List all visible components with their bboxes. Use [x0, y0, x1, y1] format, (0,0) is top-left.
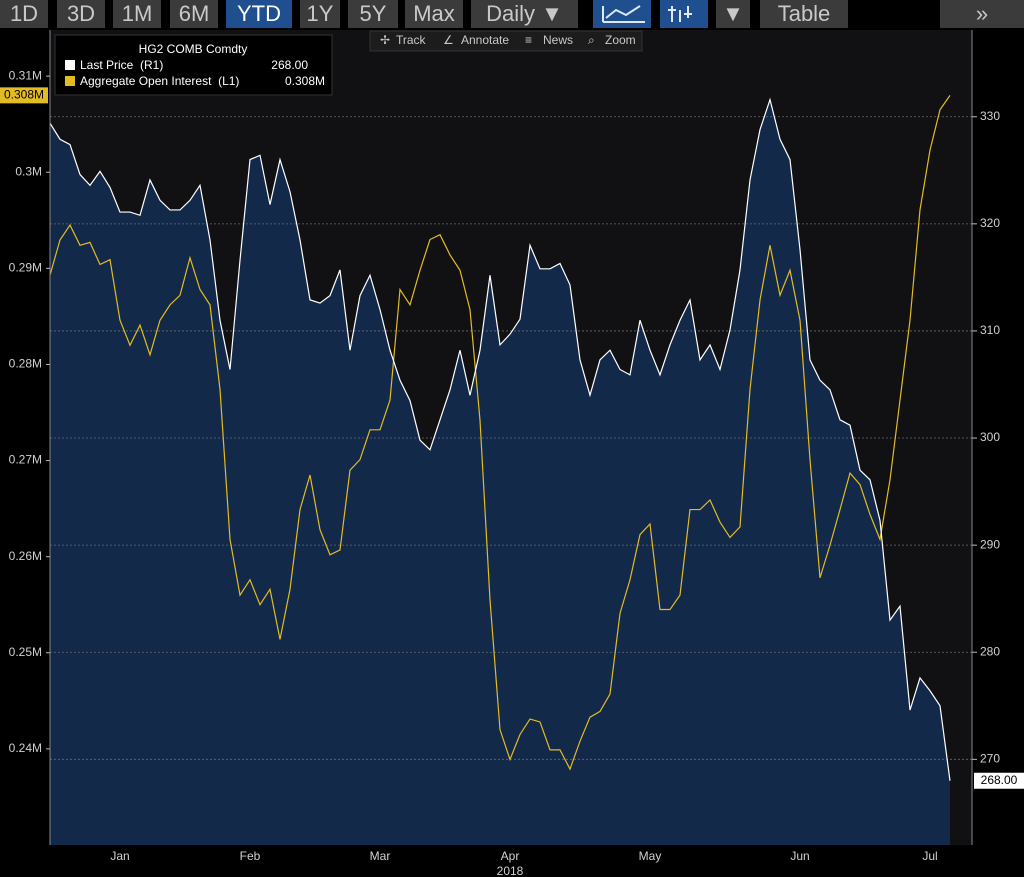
last-value-marker	[974, 772, 1024, 789]
annotate-button[interactable]: Annotate	[461, 33, 509, 47]
last-value-label: 0.308M	[4, 88, 44, 102]
toolbar-button[interactable]: ▼	[716, 0, 750, 28]
toolbar-button[interactable]: Max	[405, 0, 463, 28]
y-tick-label: 0.24M	[9, 741, 42, 755]
chart-toolbar-bg	[369, 30, 643, 52]
y2-tick-label: 270	[980, 751, 1000, 765]
legend-swatch	[65, 60, 75, 70]
legend-swatch	[65, 76, 75, 86]
last-value-marker	[0, 87, 48, 104]
toolbar-button[interactable]: 5Y	[348, 0, 398, 28]
toolbar-button[interactable]: Table	[760, 0, 848, 28]
chart-type-button[interactable]	[660, 0, 708, 28]
legend: HG2 COMB Comdty Last Price (R1) 268.00 A…	[54, 34, 333, 96]
y-tick-label: 0.27M	[9, 453, 42, 467]
zoom-icon: ⌕	[588, 33, 595, 47]
legend-title: HG2 COMB Comdty	[139, 42, 248, 56]
toolbar-button[interactable]: 1Y	[300, 0, 340, 28]
y2-tick-label: 330	[980, 109, 1000, 123]
y2-tick-label: 310	[980, 323, 1000, 337]
icon	[668, 6, 692, 22]
chart-type-button[interactable]	[593, 0, 651, 28]
x-tick-label: May	[639, 849, 662, 863]
legend-value: 268.00	[271, 58, 308, 72]
y2-tick-label: 290	[980, 537, 1000, 551]
y-tick-label: 0.3M	[15, 164, 42, 178]
series-line	[49, 95, 951, 771]
toolbar-button[interactable]: Daily ▼	[471, 0, 578, 28]
toolbar-button[interactable]: 1M	[113, 0, 161, 28]
news-icon: ≡	[525, 33, 532, 47]
toolbar-button[interactable]: 6M	[170, 0, 218, 28]
y-tick-label: 0.28M	[9, 357, 42, 371]
area-fill	[50, 99, 950, 845]
legend-box	[54, 34, 333, 96]
legend-label: Aggregate Open Interest (L1)	[80, 74, 239, 88]
toolbar-button[interactable]: »	[940, 0, 1024, 28]
y2-tick-label: 280	[980, 644, 1000, 658]
y-tick-label: 0.25M	[9, 645, 42, 659]
toolbar-button[interactable]: 3D	[57, 0, 105, 28]
y-tick-label: 0.31M	[9, 68, 42, 82]
x-tick-label: Jan	[110, 849, 129, 863]
track-icon: ✢	[380, 33, 390, 47]
zoom-button[interactable]: Zoom	[605, 33, 636, 47]
y2-tick-label: 320	[980, 216, 1000, 230]
icon	[602, 5, 645, 23]
legend-label: Last Price (R1)	[80, 58, 163, 72]
y2-tick-label: 300	[980, 430, 1000, 444]
last-value-label: 268.00	[981, 773, 1018, 787]
news-button[interactable]: News	[543, 33, 573, 47]
x-tick-label: Apr	[501, 849, 520, 863]
x-axis-label: 2018	[497, 864, 524, 877]
toolbar-button[interactable]: YTD	[226, 0, 292, 28]
chart: ✢ Track ∠ Annotate ≡ News ⌕ Zoom HG2 COM…	[0, 28, 1024, 877]
chart-toolbar: ✢ Track ∠ Annotate ≡ News ⌕ Zoom	[369, 30, 643, 52]
annotate-icon: ∠	[443, 33, 454, 47]
y-tick-label: 0.26M	[9, 549, 42, 563]
x-tick-label: Mar	[370, 849, 391, 863]
x-tick-label: Jun	[790, 849, 809, 863]
x-tick-label: Feb	[240, 849, 261, 863]
legend-value: 0.308M	[285, 74, 325, 88]
track-button[interactable]: Track	[396, 33, 427, 47]
x-tick-label: Jul	[922, 849, 937, 863]
y-tick-label: 0.29M	[9, 261, 42, 275]
plot	[49, 30, 972, 845]
series-line	[49, 97, 951, 781]
toolbar-button[interactable]: 1D	[0, 0, 48, 28]
